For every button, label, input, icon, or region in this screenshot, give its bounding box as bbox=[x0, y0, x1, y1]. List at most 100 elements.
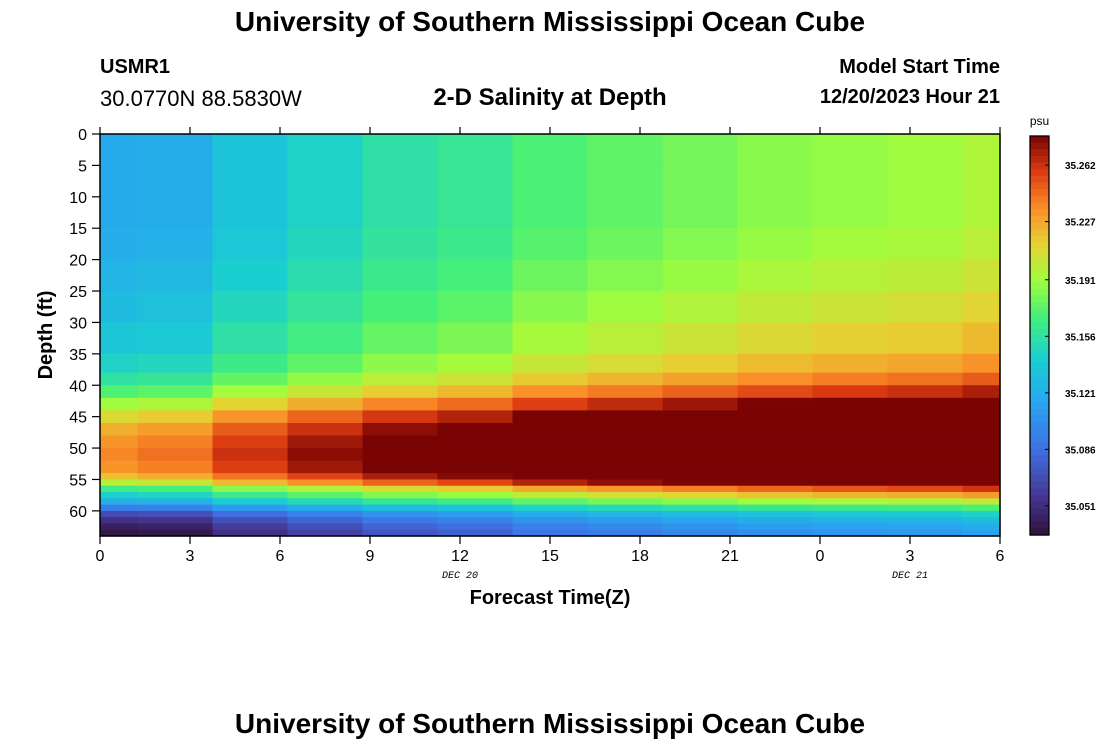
heat-cell bbox=[437, 291, 514, 324]
colorbar-swatch bbox=[1030, 435, 1049, 443]
heat-cell bbox=[362, 435, 439, 449]
heat-cell bbox=[887, 492, 964, 499]
heat-cell bbox=[362, 510, 439, 518]
heat-cell bbox=[212, 529, 289, 537]
heat-cell bbox=[100, 422, 139, 437]
heat-cell bbox=[587, 504, 664, 512]
heat-cell bbox=[100, 448, 139, 462]
heat-cell bbox=[212, 165, 289, 198]
heat-cell bbox=[662, 165, 739, 198]
heat-cell bbox=[212, 460, 289, 474]
colorbar: 35.051 35.086 35.121 35.156 35.191 35.227 35.2… bbox=[1029, 135, 1096, 536]
colorbar-swatch bbox=[1030, 342, 1049, 350]
colorbar-swatch bbox=[1030, 149, 1049, 157]
y-tick-label: 45 bbox=[69, 410, 87, 427]
y-tick-label: 50 bbox=[69, 441, 87, 458]
heat-cell bbox=[100, 460, 139, 474]
heat-cell bbox=[662, 228, 739, 261]
heat-cell bbox=[512, 385, 589, 399]
heat-cell bbox=[512, 353, 589, 374]
heat-cell bbox=[662, 479, 739, 487]
heat-cell bbox=[962, 479, 1001, 487]
heat-cell bbox=[812, 485, 889, 493]
heat-cell bbox=[587, 385, 664, 399]
heat-cell bbox=[962, 448, 1001, 462]
heat-cell bbox=[587, 372, 664, 386]
colorbar-swatch bbox=[1030, 481, 1049, 490]
heat-cell bbox=[287, 353, 364, 374]
heat-cell bbox=[362, 410, 439, 424]
heat-cell bbox=[812, 422, 889, 437]
heat-cell bbox=[812, 498, 889, 506]
heat-cell bbox=[662, 435, 739, 449]
heat-cell bbox=[137, 485, 214, 493]
heat-cell bbox=[812, 196, 889, 229]
heat-cell bbox=[512, 291, 589, 324]
heat-cell bbox=[737, 397, 814, 411]
heat-cell bbox=[587, 510, 664, 518]
heat-cell bbox=[287, 498, 364, 506]
heat-cell bbox=[362, 196, 439, 229]
heat-cell bbox=[887, 385, 964, 399]
heat-cell bbox=[962, 523, 1001, 531]
colorbar-swatch bbox=[1030, 441, 1049, 450]
colorbar-swatch bbox=[1030, 209, 1049, 217]
heat-cell bbox=[587, 291, 664, 324]
heat-cell bbox=[512, 228, 589, 261]
heat-cell bbox=[437, 353, 514, 374]
heat-cell bbox=[512, 259, 589, 292]
heat-cell bbox=[962, 322, 1001, 355]
heat-cell bbox=[737, 492, 814, 499]
heat-cell bbox=[887, 165, 964, 198]
heat-cell bbox=[812, 523, 889, 531]
colorbar-swatch bbox=[1030, 515, 1049, 523]
heat-cell bbox=[100, 196, 139, 229]
colorbar-swatch bbox=[1030, 508, 1049, 516]
heat-cell bbox=[512, 504, 589, 512]
heat-cell bbox=[437, 460, 514, 474]
heat-cell bbox=[362, 473, 439, 481]
colorbar-swatch bbox=[1030, 468, 1049, 476]
heat-cell bbox=[812, 448, 889, 462]
colorbar-frame bbox=[1029, 135, 1050, 536]
colorbar-swatch bbox=[1030, 162, 1049, 170]
heat-cell bbox=[587, 259, 664, 292]
footer-title: University of Southern Mississippi Ocean… bbox=[234, 708, 866, 739]
heat-cell bbox=[887, 479, 964, 487]
heat-cell bbox=[362, 134, 439, 167]
heat-cell bbox=[737, 479, 814, 487]
colorbar-swatch bbox=[1030, 328, 1049, 337]
chart-subtitle: 2-D Salinity at Depth bbox=[433, 84, 667, 111]
heat-cell bbox=[287, 259, 364, 292]
heat-cell bbox=[887, 228, 964, 261]
colorbar-swatch bbox=[1030, 175, 1049, 184]
heat-cell bbox=[512, 448, 589, 462]
colorbar-swatch bbox=[1030, 195, 1049, 204]
colorbar-unit: psu bbox=[1030, 114, 1049, 128]
date-label: DEC 20 bbox=[442, 571, 478, 582]
heat-cell bbox=[287, 372, 364, 386]
heat-cell bbox=[437, 517, 514, 525]
heat-cell bbox=[962, 165, 1001, 198]
colorbar-swatch bbox=[1030, 322, 1049, 330]
heat-cell bbox=[662, 291, 739, 324]
heat-cell bbox=[287, 196, 364, 229]
colorbar-swatch bbox=[1030, 395, 1049, 403]
station-coordinates: 30.0770N 88.5830W bbox=[100, 86, 302, 111]
heat-cell bbox=[212, 196, 289, 229]
heat-cell bbox=[662, 353, 739, 374]
heat-cell bbox=[137, 228, 214, 261]
heat-cell bbox=[212, 228, 289, 261]
heat-cell bbox=[587, 322, 664, 355]
colorbar-tick-label: 35.227 bbox=[1065, 218, 1096, 229]
heat-cell bbox=[887, 460, 964, 474]
heat-cell bbox=[512, 473, 589, 481]
heat-cell bbox=[100, 228, 139, 261]
x-tick-label: 3 bbox=[906, 548, 915, 565]
heat-cell bbox=[362, 498, 439, 506]
station-id: USMR1 bbox=[100, 56, 171, 78]
heat-cell bbox=[512, 410, 589, 424]
heat-cell bbox=[287, 473, 364, 481]
heat-cell bbox=[887, 448, 964, 462]
colorbar-swatch bbox=[1030, 421, 1049, 430]
